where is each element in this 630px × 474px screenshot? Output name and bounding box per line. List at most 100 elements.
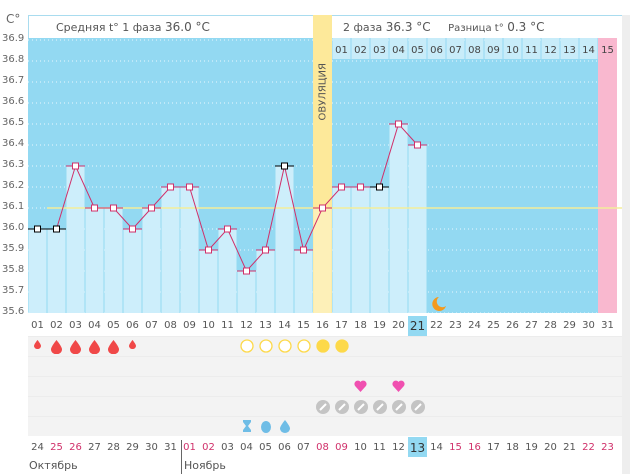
calendar-date[interactable]: 17	[487, 442, 500, 453]
day-label[interactable]: 10	[202, 320, 215, 331]
pill-icon[interactable]	[370, 400, 389, 416]
day-label[interactable]: 28	[544, 320, 557, 331]
calendar-date[interactable]: 13	[408, 437, 427, 457]
day-label[interactable]: 07	[145, 320, 158, 331]
day-label[interactable]: 24	[468, 320, 481, 331]
day-label[interactable]: 25	[487, 320, 500, 331]
bleeding-drop-icon[interactable]	[66, 340, 85, 356]
pill-icon[interactable]	[389, 400, 408, 416]
phase2-value: 36.3 °C	[385, 20, 431, 34]
mucus-drop-icon[interactable]	[275, 420, 294, 436]
day-label[interactable]: 17	[335, 320, 348, 331]
calendar-date[interactable]: 03	[221, 442, 234, 453]
calendar-date[interactable]: 14	[430, 442, 443, 453]
pill-icon[interactable]	[313, 400, 332, 416]
fertile-column	[598, 38, 617, 313]
heart-icon[interactable]	[351, 380, 370, 396]
calendar-date[interactable]: 23	[601, 442, 614, 453]
bleeding-drop-icon[interactable]	[47, 340, 66, 356]
calendar-date[interactable]: 26	[69, 442, 82, 453]
day-label[interactable]: 29	[563, 320, 576, 331]
day-label[interactable]: 03	[69, 320, 82, 331]
calendar-date[interactable]: 19	[525, 442, 538, 453]
temperature-point	[129, 225, 136, 233]
scrollbar[interactable]	[622, 15, 630, 474]
phase2-label: 2 фаза	[343, 21, 383, 34]
day-label[interactable]: 26	[506, 320, 519, 331]
pill-icon[interactable]	[408, 400, 427, 416]
calendar-date[interactable]: 11	[373, 442, 386, 453]
calendar-date[interactable]: 06	[278, 442, 291, 453]
day-label[interactable]: 12	[240, 320, 253, 331]
calendar-date[interactable]: 15	[449, 442, 462, 453]
temperature-point	[300, 246, 307, 254]
calendar-date[interactable]: 02	[202, 442, 215, 453]
calendar-date[interactable]: 05	[259, 442, 272, 453]
day-label[interactable]: 08	[164, 320, 177, 331]
calendar-date[interactable]: 08	[316, 442, 329, 453]
sun-empty-icon[interactable]	[294, 339, 313, 355]
temperature-bar	[104, 208, 123, 313]
temperature-bar	[275, 166, 294, 313]
calendar-date[interactable]: 22	[582, 442, 595, 453]
day-label[interactable]: 15	[297, 320, 310, 331]
moon-icon	[432, 297, 446, 311]
sun-empty-icon[interactable]	[256, 339, 275, 355]
calendar-date[interactable]: 30	[145, 442, 158, 453]
calendar-date[interactable]: 04	[240, 442, 253, 453]
cycle-day-label: 10	[506, 45, 519, 56]
day-label[interactable]: 27	[525, 320, 538, 331]
temperature-bar	[66, 166, 85, 313]
calendar-date[interactable]: 01	[183, 442, 196, 453]
day-label[interactable]: 16	[316, 320, 329, 331]
day-label[interactable]: 05	[107, 320, 120, 331]
day-label[interactable]: 22	[430, 320, 443, 331]
pill-icon[interactable]	[351, 400, 370, 416]
day-label[interactable]: 01	[31, 320, 44, 331]
day-label[interactable]: 21	[408, 316, 427, 336]
day-label[interactable]: 19	[373, 320, 386, 331]
calendar-date[interactable]: 20	[544, 442, 557, 453]
calendar-date[interactable]: 09	[335, 442, 348, 453]
bleeding-drop-icon[interactable]	[85, 340, 104, 356]
day-label[interactable]: 31	[601, 320, 614, 331]
calendar-date[interactable]: 31	[164, 442, 177, 453]
day-label[interactable]: 11	[221, 320, 234, 331]
y-tick-label: 36.4	[2, 138, 25, 149]
calendar-date[interactable]: 12	[392, 442, 405, 453]
day-label[interactable]: 09	[183, 320, 196, 331]
sun-empty-icon[interactable]	[237, 339, 256, 355]
calendar-date[interactable]: 10	[354, 442, 367, 453]
cycle-day-label: 13	[563, 45, 576, 56]
day-label[interactable]: 04	[88, 320, 101, 331]
mucus-hourglass-icon[interactable]	[237, 420, 256, 436]
calendar-date[interactable]: 07	[297, 442, 310, 453]
calendar-date[interactable]: 25	[50, 442, 63, 453]
heart-icon[interactable]	[389, 380, 408, 396]
cycle-day-cell	[598, 38, 617, 59]
calendar-date[interactable]: 28	[107, 442, 120, 453]
calendar-date[interactable]: 24	[31, 442, 44, 453]
mucus-drop-round-icon[interactable]	[256, 420, 275, 436]
calendar-date[interactable]: 18	[506, 442, 519, 453]
day-label[interactable]: 23	[449, 320, 462, 331]
sun-empty-icon[interactable]	[275, 339, 294, 355]
day-label[interactable]: 30	[582, 320, 595, 331]
calendar-date[interactable]: 29	[126, 442, 139, 453]
day-label[interactable]: 18	[354, 320, 367, 331]
sun-filled-icon[interactable]	[332, 339, 351, 355]
calendar-date[interactable]: 21	[563, 442, 576, 453]
day-label[interactable]: 06	[126, 320, 139, 331]
pill-icon[interactable]	[332, 400, 351, 416]
day-label[interactable]: 02	[50, 320, 63, 331]
day-label[interactable]: 14	[278, 320, 291, 331]
sun-filled-icon[interactable]	[313, 339, 332, 355]
temperature-bar	[237, 271, 256, 313]
day-label[interactable]: 13	[259, 320, 272, 331]
day-label[interactable]: 20	[392, 320, 405, 331]
bleeding-drop-icon[interactable]	[104, 340, 123, 356]
bleeding-drop-icon[interactable]	[28, 340, 47, 356]
bleeding-drop-icon[interactable]	[123, 340, 142, 356]
calendar-date[interactable]: 16	[468, 442, 481, 453]
calendar-date[interactable]: 27	[88, 442, 101, 453]
